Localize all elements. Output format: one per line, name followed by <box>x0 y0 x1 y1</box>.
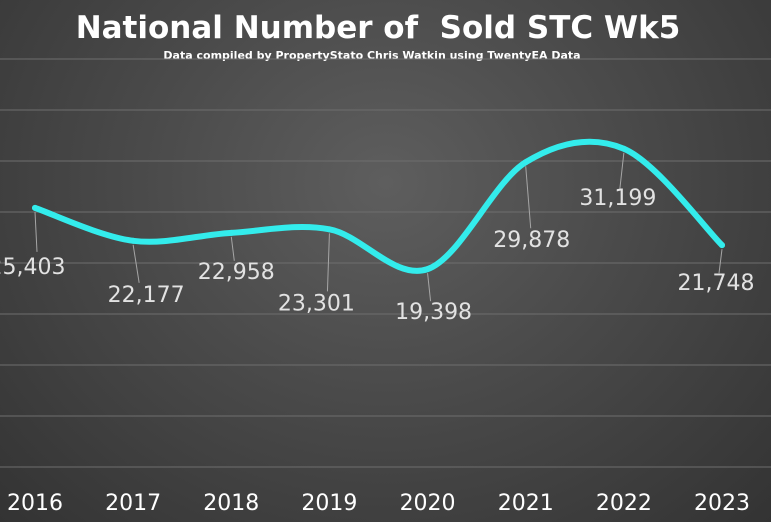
data-label-2017: 22,177 <box>108 283 185 308</box>
x-axis-tick-labels: 2016 2017 2018 2019 2020 2021 2022 2023 <box>7 491 750 516</box>
x-tick-label-2020: 2020 <box>400 491 456 516</box>
data-point-2022 <box>620 145 627 152</box>
leader-line-2023 <box>718 249 723 274</box>
x-tick-label-2019: 2019 <box>301 491 357 516</box>
x-tick-label-2022: 2022 <box>596 491 652 516</box>
leader-line-2022 <box>619 152 625 189</box>
x-tick-label-2023: 2023 <box>694 491 750 516</box>
x-tick-label-2018: 2018 <box>203 491 259 516</box>
data-point-2019 <box>326 226 333 233</box>
leader-line-2020 <box>427 273 432 302</box>
x-tick-label-2017: 2017 <box>105 491 161 516</box>
leader-line-2019 <box>326 233 330 292</box>
data-point-2018 <box>228 229 235 236</box>
leader-line-2021 <box>525 166 532 229</box>
data-label-2018: 22,958 <box>198 260 275 285</box>
data-point-2020 <box>424 266 431 273</box>
data-label-2022: 31,199 <box>579 186 656 211</box>
leader-line-2018 <box>230 236 235 261</box>
series-line <box>32 138 725 274</box>
label-leader-lines <box>34 152 723 302</box>
data-label-2021: 29,878 <box>493 228 570 253</box>
data-point-2021 <box>522 159 529 166</box>
data-point-2017 <box>130 237 137 244</box>
data-point-2023 <box>719 242 725 249</box>
data-points <box>32 145 725 273</box>
leader-line-2016 <box>34 211 38 252</box>
data-label-2019: 23,301 <box>278 291 355 316</box>
x-tick-label-2021: 2021 <box>498 491 554 516</box>
chart-title: National Number of Sold STC Wk5 <box>76 10 681 46</box>
chart-subtitle: Data compiled by PropertyStato Chris Wat… <box>163 49 580 62</box>
data-label-2023: 21,748 <box>678 271 755 296</box>
data-label-2020: 19,398 <box>395 300 472 325</box>
data-point-2016 <box>32 204 38 211</box>
leader-line-2017 <box>132 244 140 283</box>
data-label-2016: 25,403 <box>0 255 65 280</box>
x-tick-label-2016: 2016 <box>7 491 63 516</box>
